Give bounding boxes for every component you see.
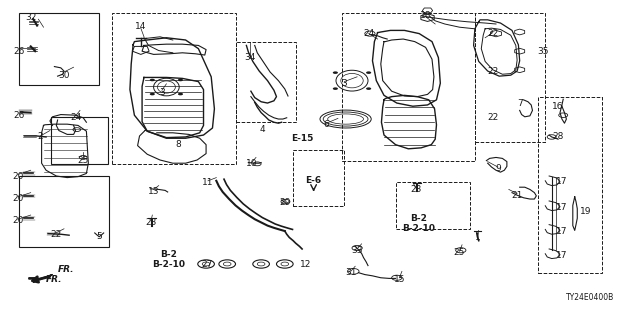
- Bar: [475, 13, 545, 142]
- Text: 3: 3: [159, 88, 164, 97]
- Text: 4: 4: [260, 125, 265, 134]
- Text: 19: 19: [580, 207, 591, 216]
- Text: 26: 26: [13, 111, 25, 120]
- Text: 17: 17: [556, 177, 568, 186]
- Text: 24: 24: [363, 29, 374, 38]
- Bar: [538, 97, 602, 273]
- Text: 2: 2: [38, 132, 43, 141]
- Text: 22: 22: [487, 29, 499, 38]
- Text: E-15: E-15: [291, 134, 313, 143]
- Text: 11: 11: [202, 178, 214, 187]
- Text: E-6: E-6: [305, 176, 322, 185]
- Text: 35: 35: [537, 47, 548, 56]
- Polygon shape: [29, 275, 52, 282]
- Text: 13: 13: [148, 187, 159, 196]
- Circle shape: [366, 87, 371, 90]
- Text: 25: 25: [77, 156, 89, 165]
- Text: 29: 29: [279, 198, 291, 207]
- Circle shape: [366, 71, 371, 74]
- Text: 8: 8: [175, 140, 180, 149]
- Text: 26: 26: [13, 47, 25, 56]
- Text: 3: 3: [342, 79, 347, 88]
- Text: 20: 20: [12, 216, 24, 225]
- Text: 31: 31: [345, 268, 356, 277]
- Text: 25: 25: [454, 248, 465, 257]
- Text: 22: 22: [487, 113, 499, 122]
- Bar: [342, 13, 475, 161]
- Text: 32: 32: [25, 13, 36, 22]
- Circle shape: [150, 79, 155, 81]
- Circle shape: [333, 71, 338, 74]
- Text: 17: 17: [556, 251, 568, 260]
- Text: B-2: B-2: [160, 250, 177, 259]
- Circle shape: [178, 79, 183, 81]
- Text: 5: 5: [97, 232, 102, 241]
- Text: 9: 9: [495, 164, 500, 172]
- Text: 14: 14: [135, 22, 147, 31]
- Text: B-2-10: B-2-10: [402, 224, 435, 233]
- Bar: [396, 182, 470, 229]
- Bar: [112, 13, 236, 164]
- Text: 27: 27: [201, 260, 212, 269]
- Text: 34: 34: [244, 53, 255, 62]
- Text: 20: 20: [12, 194, 24, 203]
- Text: 6: 6: [324, 120, 329, 129]
- Circle shape: [333, 87, 338, 90]
- Text: 17: 17: [556, 227, 568, 236]
- Text: 28: 28: [552, 132, 564, 141]
- Text: 17: 17: [556, 203, 568, 212]
- Text: 23: 23: [410, 185, 422, 194]
- Text: 24: 24: [70, 113, 81, 122]
- Text: 7: 7: [517, 99, 522, 108]
- Text: FR.: FR.: [58, 265, 74, 274]
- Text: 22: 22: [487, 67, 499, 76]
- Circle shape: [178, 93, 183, 95]
- Text: B-2-10: B-2-10: [152, 260, 185, 269]
- Bar: [19, 13, 99, 85]
- Circle shape: [150, 93, 155, 95]
- Bar: [19, 176, 109, 247]
- Text: 23: 23: [145, 218, 157, 227]
- Text: 10: 10: [246, 159, 257, 168]
- Text: 16: 16: [552, 102, 564, 111]
- Text: TY24E0400B: TY24E0400B: [566, 293, 614, 302]
- Bar: [293, 150, 344, 206]
- Bar: [236, 42, 296, 122]
- Text: 1: 1: [475, 233, 480, 242]
- Text: 22: 22: [50, 230, 61, 239]
- Text: 30: 30: [58, 71, 70, 80]
- Text: 20: 20: [12, 172, 24, 180]
- Bar: [51, 117, 108, 164]
- Text: FR.: FR.: [46, 275, 63, 284]
- Text: 15: 15: [394, 275, 405, 284]
- Text: 33: 33: [351, 246, 363, 255]
- Text: 18: 18: [420, 11, 431, 20]
- Text: B-2: B-2: [410, 214, 427, 223]
- Text: 21: 21: [511, 191, 523, 200]
- Text: 12: 12: [300, 260, 312, 269]
